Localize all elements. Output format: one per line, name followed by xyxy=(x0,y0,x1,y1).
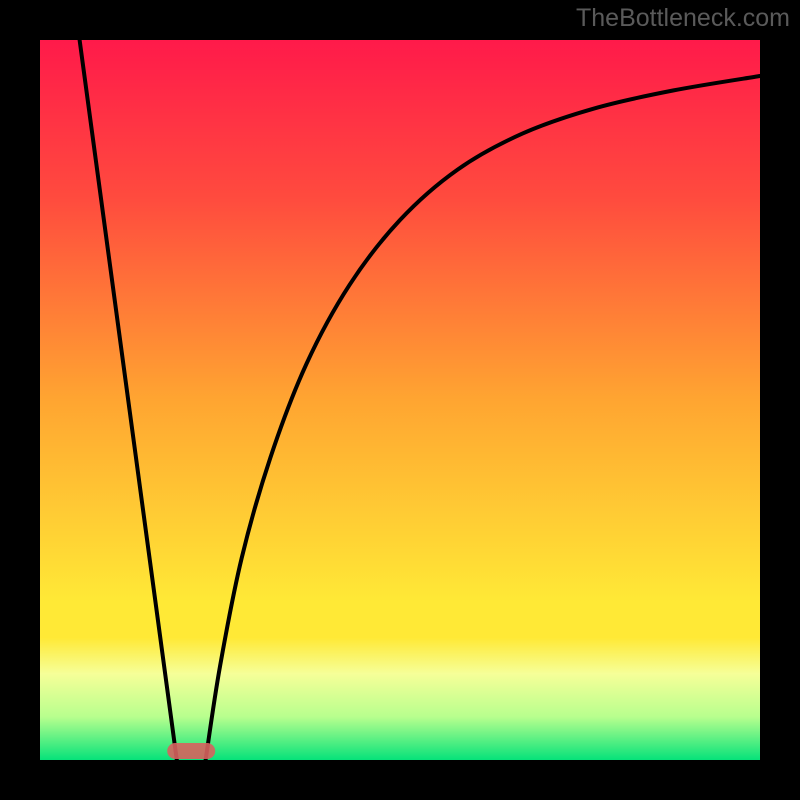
plot-background xyxy=(40,40,760,760)
bottleneck-chart: TheBottleneck.com xyxy=(0,0,800,800)
optimal-marker xyxy=(167,743,215,759)
chart-canvas xyxy=(0,0,800,800)
